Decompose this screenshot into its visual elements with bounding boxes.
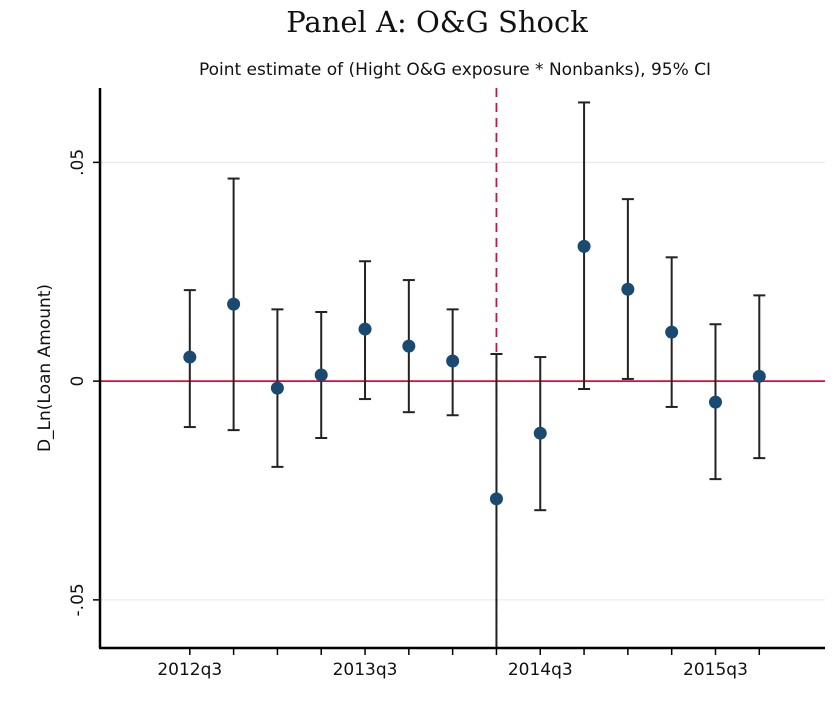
point — [314, 368, 328, 382]
chart-subtitle: Point estimate of (Hight O&G exposure * … — [199, 60, 711, 80]
point — [533, 426, 547, 440]
point — [708, 395, 722, 409]
plot-area — [100, 88, 825, 648]
x-tick-label: 2014q3 — [508, 660, 573, 680]
x-tick-label: 2012q3 — [157, 660, 222, 680]
point — [227, 297, 241, 311]
y-tick-label: 0 — [68, 376, 88, 387]
point — [621, 282, 635, 296]
y-axis-label: D_Ln(Loan Amount) — [35, 284, 55, 452]
point — [402, 339, 416, 353]
point — [183, 350, 197, 364]
point — [665, 325, 679, 339]
y-tick-label: .05 — [68, 149, 88, 176]
y-tick-label: -.05 — [68, 583, 88, 616]
point — [270, 381, 284, 395]
x-tick-label: 2013q3 — [333, 660, 398, 680]
point — [446, 354, 460, 368]
point — [489, 492, 503, 506]
x-tick-label: 2015q3 — [683, 660, 748, 680]
chart-title: Panel A: O&G Shock — [286, 5, 588, 39]
point — [752, 369, 766, 383]
point — [358, 322, 372, 336]
point — [577, 239, 591, 253]
